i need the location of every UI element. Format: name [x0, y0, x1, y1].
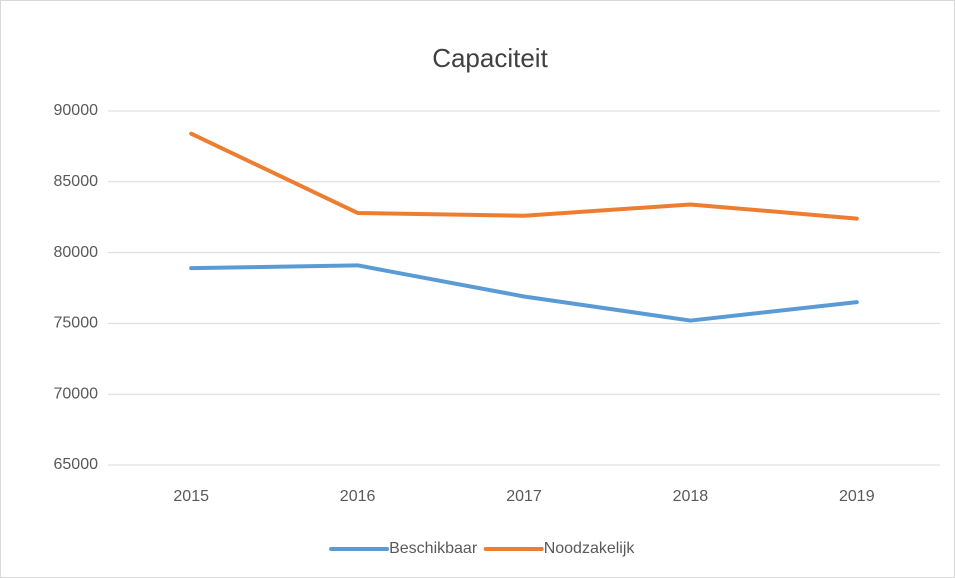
chart-title: Capaciteit — [432, 43, 548, 73]
x-tick-label: 2016 — [340, 488, 376, 505]
legend-label: Beschikbaar — [389, 540, 478, 557]
line-series — [189, 263, 859, 323]
legend-label: Noodzakelijk — [544, 540, 636, 557]
y-tick-label: 65000 — [54, 456, 99, 473]
y-tick-label: 90000 — [54, 102, 99, 119]
x-tick-label: 2019 — [839, 488, 875, 505]
y-tick-label: 70000 — [54, 385, 99, 402]
x-tick-label: 2015 — [173, 488, 209, 505]
y-tick-label: 75000 — [54, 315, 99, 332]
y-tick-label: 80000 — [54, 244, 99, 261]
x-tick-label: 2017 — [506, 488, 542, 505]
line-series — [189, 131, 859, 221]
x-tick-label: 2018 — [673, 488, 709, 505]
y-tick-label: 85000 — [54, 173, 99, 190]
